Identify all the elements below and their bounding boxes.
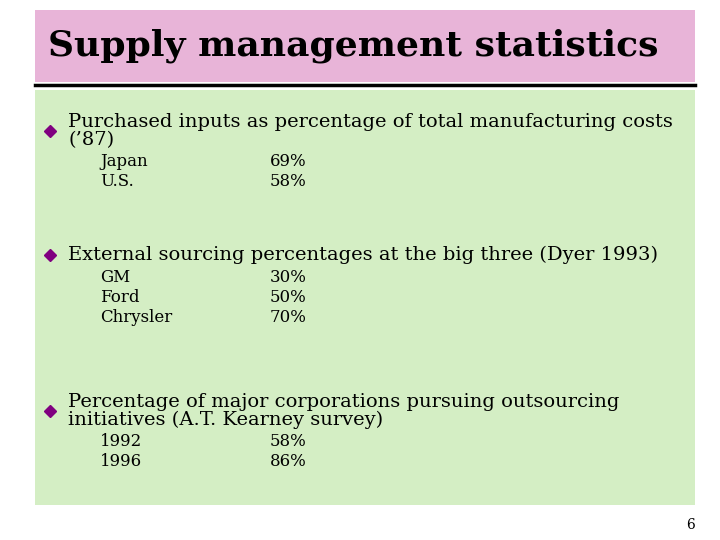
Text: Purchased inputs as percentage of total manufacturing costs: Purchased inputs as percentage of total … <box>68 113 673 131</box>
Text: Chrysler: Chrysler <box>100 308 172 326</box>
Text: 70%: 70% <box>270 308 307 326</box>
Text: 86%: 86% <box>270 454 307 470</box>
Text: (’87): (’87) <box>68 131 114 149</box>
Text: 30%: 30% <box>270 268 307 286</box>
Text: Percentage of major corporations pursuing outsourcing: Percentage of major corporations pursuin… <box>68 393 619 411</box>
Text: Japan: Japan <box>100 153 148 171</box>
Text: External sourcing percentages at the big three (Dyer 1993): External sourcing percentages at the big… <box>68 246 658 264</box>
Text: GM: GM <box>100 268 130 286</box>
Text: 1996: 1996 <box>100 454 142 470</box>
Text: 58%: 58% <box>270 434 307 450</box>
Text: 69%: 69% <box>270 153 307 171</box>
FancyBboxPatch shape <box>35 10 695 82</box>
Text: 58%: 58% <box>270 173 307 191</box>
Text: initiatives (A.T. Kearney survey): initiatives (A.T. Kearney survey) <box>68 411 383 429</box>
Text: 50%: 50% <box>270 288 307 306</box>
Text: U.S.: U.S. <box>100 173 134 191</box>
Text: 6: 6 <box>686 518 695 532</box>
FancyBboxPatch shape <box>35 90 695 505</box>
Text: Ford: Ford <box>100 288 140 306</box>
Text: 1992: 1992 <box>100 434 143 450</box>
Text: Supply management statistics: Supply management statistics <box>48 29 659 63</box>
